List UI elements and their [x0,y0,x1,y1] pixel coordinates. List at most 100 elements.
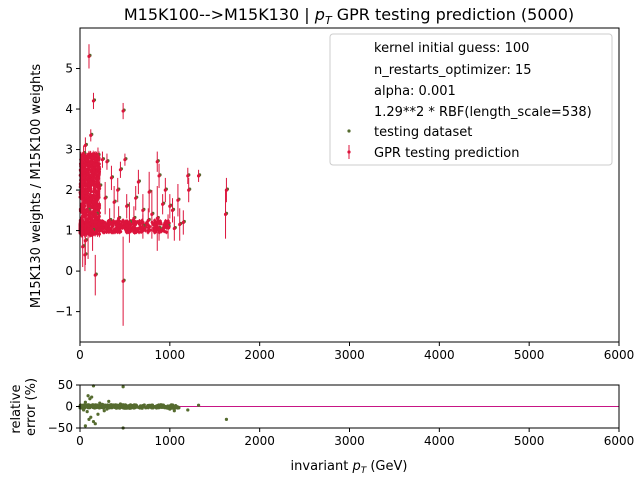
prediction-point [81,224,85,228]
prediction-point [153,229,157,233]
prediction-point [161,202,165,206]
prediction-point [100,228,104,232]
prediction-point [114,223,118,227]
ratio-point [102,409,106,413]
prediction-point [94,170,98,174]
ratio-point [174,405,178,409]
ratio-point [89,415,93,419]
prediction-point [97,222,101,226]
prediction-point [168,204,172,208]
prediction-point [112,227,116,231]
prediction-point [138,219,142,223]
ratio-y-tick-label: 50 [58,378,73,392]
prediction-point [141,208,145,212]
prediction-point [88,181,92,185]
prediction-point [147,190,151,194]
prediction-point [98,211,102,215]
main-y-tick-label: 4 [65,102,73,116]
prediction-point [178,222,182,227]
prediction-point [93,273,97,277]
legend-text-restarts: n_restarts_optimizer: 15 [374,63,532,78]
ratio-point [177,406,181,410]
main-x-ticks: 0 1000 2000 3000 4000 5000 6000 [76,342,634,362]
prediction-point [132,231,136,235]
prediction-point [105,160,109,164]
ratio-point [86,394,90,398]
prediction-point [153,223,157,227]
prediction-point [121,109,125,113]
prediction-point [98,184,102,188]
prediction-point [134,221,138,225]
prediction-point [92,168,96,172]
prediction-point [92,215,96,219]
ratio-x-tick-label: 3000 [334,434,365,448]
prediction-point [80,207,84,211]
prediction-point [91,152,95,156]
prediction-point [93,204,97,208]
prediction-point [104,230,108,234]
ratio-x-tick-label: 5000 [514,434,545,448]
prediction-point [90,228,95,233]
ratio-point [134,405,138,409]
prediction-point [132,216,136,221]
prediction-point [84,191,88,195]
ratio-x-tick-label: 2000 [244,434,275,448]
ratio-point [96,412,100,416]
prediction-point [82,163,86,167]
prediction-point [161,226,165,230]
prediction-point [91,200,95,204]
prediction-point [108,218,112,223]
main-x-tick-label: 6000 [604,348,635,362]
ratio-point [98,401,102,405]
prediction-point [84,213,88,217]
main-x-tick-label: 3000 [334,348,365,362]
main-x-tick-label: 1000 [155,348,186,362]
prediction-point [89,226,93,230]
title-pt-sub: T [325,14,333,27]
prediction-point [155,216,159,221]
ratio-point [94,405,98,410]
ratio-point [127,406,132,410]
prediction-point [92,163,96,167]
legend-label-prediction: GPR testing prediction [374,146,520,161]
ratio-x-ticks: 0 1000 2000 3000 4000 5000 6000 [76,428,634,448]
main-plot-marks [78,44,230,326]
prediction-point [112,200,116,204]
prediction-point [125,224,129,228]
ratio-point [107,405,112,409]
prediction-point [94,212,98,216]
main-plot-panel: 0 1000 2000 3000 4000 5000 6000 −1 0 1 2 3 4 5 M15K1… [29,27,634,362]
prediction-point [157,174,161,178]
prediction-point [89,161,93,165]
prediction-point [80,188,84,192]
prediction-point [117,216,121,221]
ratio-point [154,404,158,408]
prediction-point [155,160,159,164]
legend-text-kernel-fit: 1.29**2 * RBF(length_scale=538) [374,105,592,120]
ratio-point [105,407,109,411]
prediction-point [93,195,97,199]
prediction-point [88,201,92,205]
prediction-point [135,227,139,231]
ratio-point [93,422,97,426]
prediction-point [92,220,96,224]
prediction-point [109,176,114,180]
ratio-point [186,408,190,412]
prediction-point [79,216,83,220]
prediction-point [157,226,161,231]
ratio-y-label-line-2: error (%) [24,378,39,436]
ratio-x-tick-label: 1000 [155,434,186,448]
title-pt-symbol: p [314,5,325,24]
ratio-point [172,409,176,413]
prediction-point [81,245,85,249]
prediction-point [136,180,140,184]
prediction-point [86,229,90,233]
ratio-point [145,405,149,409]
ratio-point [115,403,119,407]
ratio-point [150,406,154,410]
prediction-point [153,227,157,231]
legend-text-kernel: kernel initial guess: 100 [374,41,529,56]
ratio-point [100,402,105,406]
prediction-point [80,192,84,196]
prediction-point [110,222,114,226]
